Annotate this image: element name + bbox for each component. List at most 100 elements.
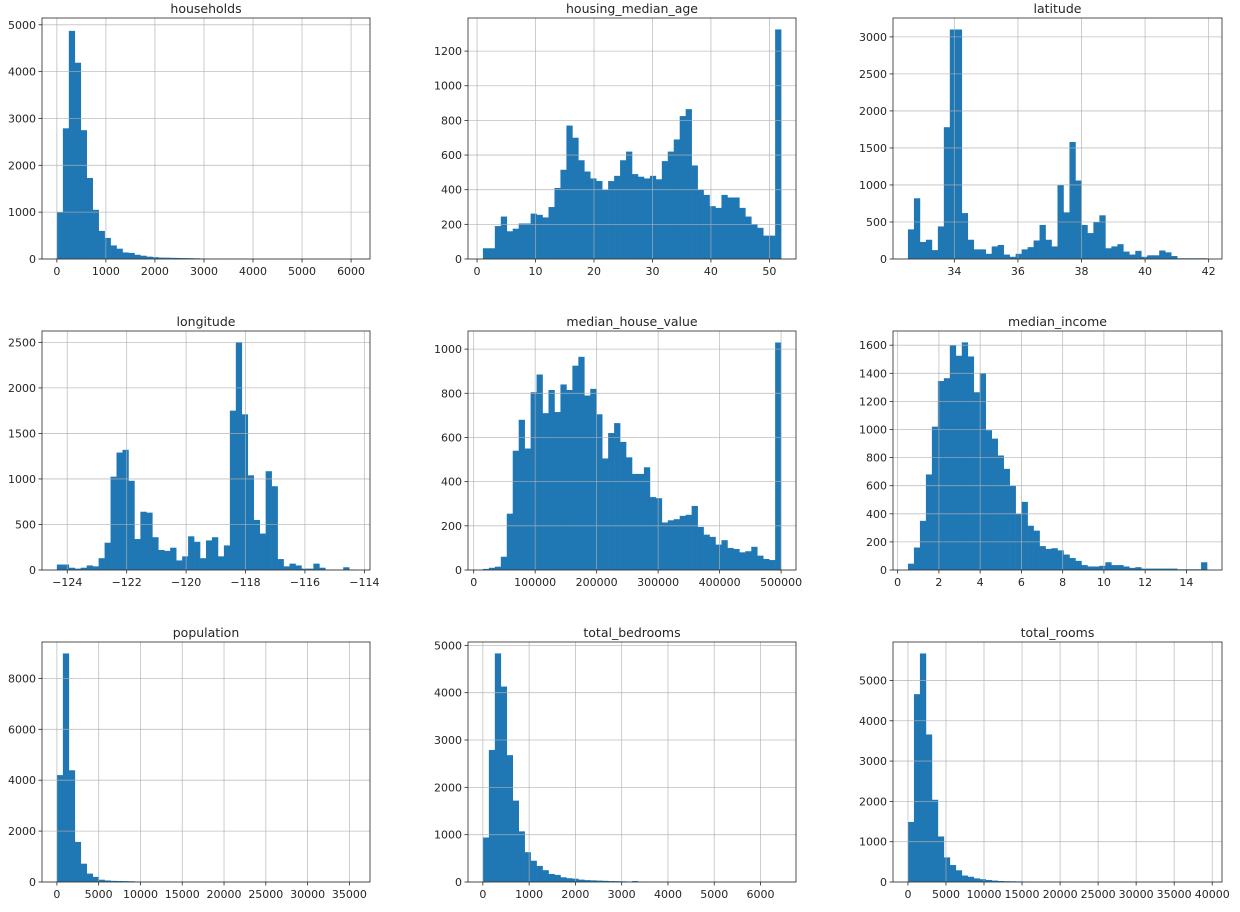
histogram-bar xyxy=(1141,256,1148,259)
histogram-bar xyxy=(1165,568,1172,570)
histogram-bar xyxy=(530,213,537,259)
y-tick-label: 1000 xyxy=(859,179,887,192)
histogram-bar xyxy=(289,563,296,570)
x-tick-label: 500000 xyxy=(760,576,802,589)
y-tick-label: 1000 xyxy=(859,423,887,436)
y-tick-label: 1400 xyxy=(859,367,887,380)
histogram-bar xyxy=(74,62,82,260)
histogram-bar xyxy=(614,423,621,570)
histogram-bar xyxy=(967,356,975,570)
y-tick-label: 1500 xyxy=(8,427,36,440)
x-tick-label: −114 xyxy=(349,576,379,589)
histogram-bar xyxy=(727,547,734,570)
histogram-bar xyxy=(973,249,981,259)
histogram-bar xyxy=(1003,468,1010,570)
histogram-bar xyxy=(1153,568,1160,570)
histogram-bar xyxy=(769,560,776,570)
histogram-bar xyxy=(488,248,496,259)
histogram-bar xyxy=(721,194,728,259)
x-tick-label: 6000 xyxy=(337,265,365,278)
histogram-bar xyxy=(116,880,123,882)
x-tick-label: 40000 xyxy=(1195,888,1230,901)
histogram-bar xyxy=(482,837,490,882)
histogram-bar xyxy=(211,537,219,570)
histogram-bar xyxy=(703,194,710,259)
histogram-bar xyxy=(667,520,675,570)
histogram-bar xyxy=(200,558,207,570)
histogram-bar xyxy=(542,217,549,259)
histogram-bar xyxy=(775,342,782,570)
histogram-bar xyxy=(277,559,284,570)
histogram-bar xyxy=(913,198,921,259)
histogram-bar xyxy=(608,181,615,259)
histogram-bar xyxy=(1009,256,1016,259)
histogram-bar xyxy=(937,381,945,570)
x-tick-label: 40 xyxy=(704,265,718,278)
histogram-bar xyxy=(506,755,514,882)
histogram-bar xyxy=(170,257,177,259)
histogram-bar xyxy=(512,800,519,882)
histogram-bar xyxy=(997,455,1004,570)
histogram-bar xyxy=(80,567,87,570)
histogram-bar xyxy=(1099,565,1106,570)
histogram-bar xyxy=(122,881,129,882)
histogram-bar xyxy=(727,197,734,259)
histogram-bar xyxy=(68,30,76,259)
histogram-bar xyxy=(655,498,663,570)
axes-frame xyxy=(41,17,371,260)
x-tick-label: 34 xyxy=(947,265,961,278)
histogram-bar xyxy=(158,549,165,570)
histogram-panel-total-bedrooms: 0 1000 2000 3000 4000 5000 6000 0 1000 2000 3000 40… xyxy=(434,625,797,901)
histogram-bar xyxy=(1099,215,1106,259)
histogram-bar xyxy=(146,512,153,570)
histogram-bar xyxy=(751,546,758,570)
histogram-bar xyxy=(572,365,579,570)
histogram-bar xyxy=(566,389,573,570)
histogram-bar xyxy=(1105,562,1112,570)
x-tick-label: 30000 xyxy=(1119,888,1154,901)
histogram-bar xyxy=(488,749,496,882)
histogram-bar xyxy=(715,207,722,259)
x-tick-label: 2000 xyxy=(561,888,589,901)
x-tick-label: 5000 xyxy=(932,888,960,901)
y-tick-label: 1200 xyxy=(859,395,887,408)
x-tick-label: 50 xyxy=(762,265,776,278)
histogram-bar xyxy=(56,564,64,570)
histogram-bar xyxy=(542,870,549,882)
y-tick-label: 0 xyxy=(455,876,462,889)
histogram-bar xyxy=(608,433,615,570)
histogram-bar xyxy=(1045,239,1052,259)
histogram-bar xyxy=(1087,233,1094,259)
y-tick-label: 3000 xyxy=(859,755,887,768)
x-tick-label: 20 xyxy=(587,265,601,278)
histogram-bar xyxy=(98,558,105,570)
y-tick-label: 0 xyxy=(880,564,887,577)
y-tick-label: 0 xyxy=(29,564,36,577)
histogram-bar xyxy=(925,474,933,570)
histogram-bar xyxy=(943,378,951,570)
histogram-bar xyxy=(991,880,998,882)
x-tick-label: −116 xyxy=(290,576,320,589)
histogram-bar xyxy=(685,109,692,259)
y-tick-label: 2000 xyxy=(8,825,36,838)
histogram-bar xyxy=(991,246,998,259)
histogram-bar xyxy=(86,177,93,259)
histogram-bar xyxy=(560,384,567,570)
histogram-bar xyxy=(92,566,99,570)
histogram-bar xyxy=(751,224,758,259)
histogram-bar xyxy=(524,223,531,259)
x-tick-label: 25000 xyxy=(1081,888,1116,901)
histogram-bar xyxy=(637,473,645,570)
histogram-bar xyxy=(176,257,183,259)
histogram-bar xyxy=(757,227,764,259)
x-tick-label: −118 xyxy=(230,576,260,589)
y-tick-label: 8000 xyxy=(8,672,36,685)
y-tick-label: 1000 xyxy=(859,836,887,849)
chart-title: households xyxy=(170,1,241,16)
x-tick-label: −120 xyxy=(171,576,201,589)
histogram-bar xyxy=(763,558,770,570)
y-tick-label: 2000 xyxy=(859,105,887,118)
histogram-bar xyxy=(1201,562,1208,570)
histogram-bar xyxy=(697,526,704,570)
histogram-bar xyxy=(1123,566,1130,570)
